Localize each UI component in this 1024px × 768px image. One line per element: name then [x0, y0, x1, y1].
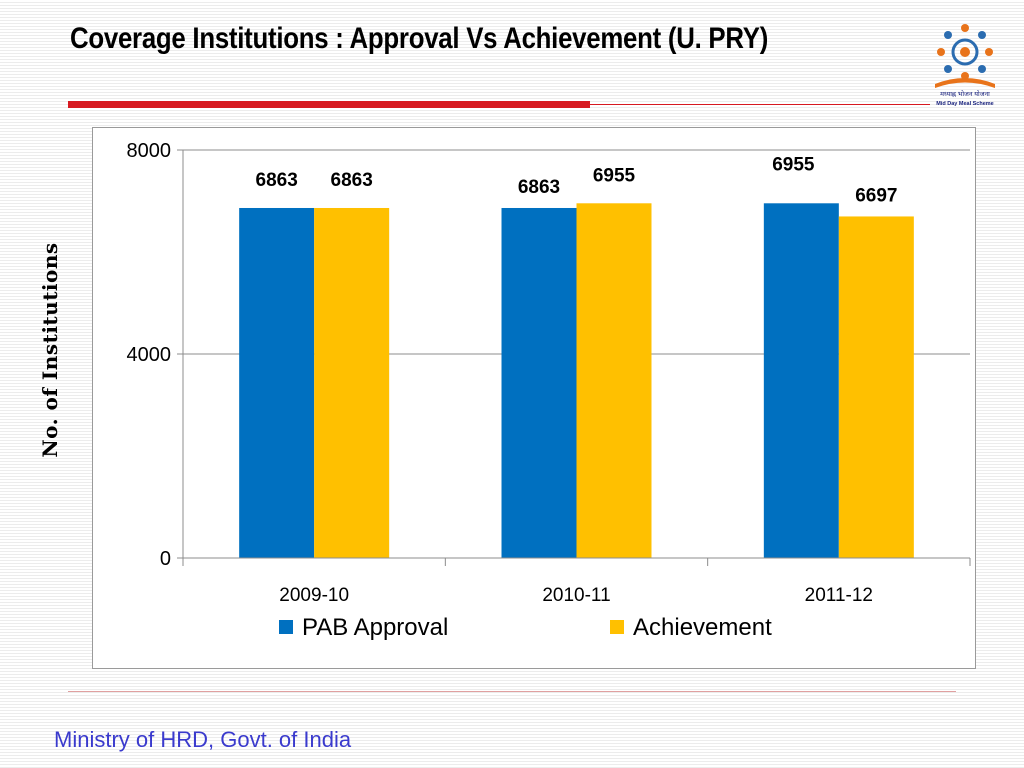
logo-ring [937, 24, 993, 80]
data-label: 6863 [256, 170, 298, 191]
x-tick-label: 2010-11 [542, 585, 610, 606]
y-tick-label: 8000 [127, 140, 172, 162]
bar [838, 216, 914, 558]
x-tick-label: 2011-12 [805, 585, 873, 606]
title-underline [68, 101, 590, 108]
bar [314, 207, 390, 558]
legend-swatch [279, 620, 293, 634]
y-tick-label: 0 [160, 548, 171, 570]
legend-label: PAB Approval [302, 614, 448, 641]
data-label: 6863 [518, 177, 560, 198]
title-underline-thin [590, 104, 930, 105]
bar-chart: 6863 6863 6863 6955 6955 6697 0 4000 8000 2009-1… [127, 140, 971, 641]
data-label: 6955 [593, 165, 636, 186]
bar [576, 203, 652, 559]
y-tick-label: 4000 [127, 344, 172, 366]
bars [239, 203, 914, 559]
logo-caption: मध्याह्न भोजन योजना [940, 90, 990, 98]
logo-caption-en: Mid Day Meal Scheme [936, 101, 993, 107]
legend: PAB Approval Achievement [279, 614, 772, 641]
chart-frame: 6863 6863 6863 6955 6955 6697 0 4000 8000 2009-1… [92, 127, 976, 669]
bar [763, 203, 839, 559]
data-label: 6955 [772, 154, 815, 175]
legend-swatch [610, 620, 624, 634]
footer-text: Ministry of HRD, Govt. of India [54, 727, 352, 752]
bar [501, 207, 577, 558]
footer-rule [68, 691, 956, 692]
data-label: 6697 [855, 185, 897, 206]
slide-title: Coverage Institutions : Approval Vs Achi… [70, 22, 769, 55]
mid-day-meal-logo-icon: मध्याह्न भोजन योजना Mid Day Meal Scheme [935, 24, 995, 107]
axes: 0 4000 8000 2009-10 2010-11 2011-12 [127, 140, 971, 606]
y-axis-title: No. of Institutions [38, 242, 62, 458]
x-tick-label: 2009-10 [279, 585, 349, 606]
data-label: 6863 [331, 170, 373, 191]
legend-label: Achievement [633, 614, 772, 641]
bar [239, 207, 315, 558]
data-labels: 6863 6863 6863 6955 6955 6697 [256, 154, 898, 206]
